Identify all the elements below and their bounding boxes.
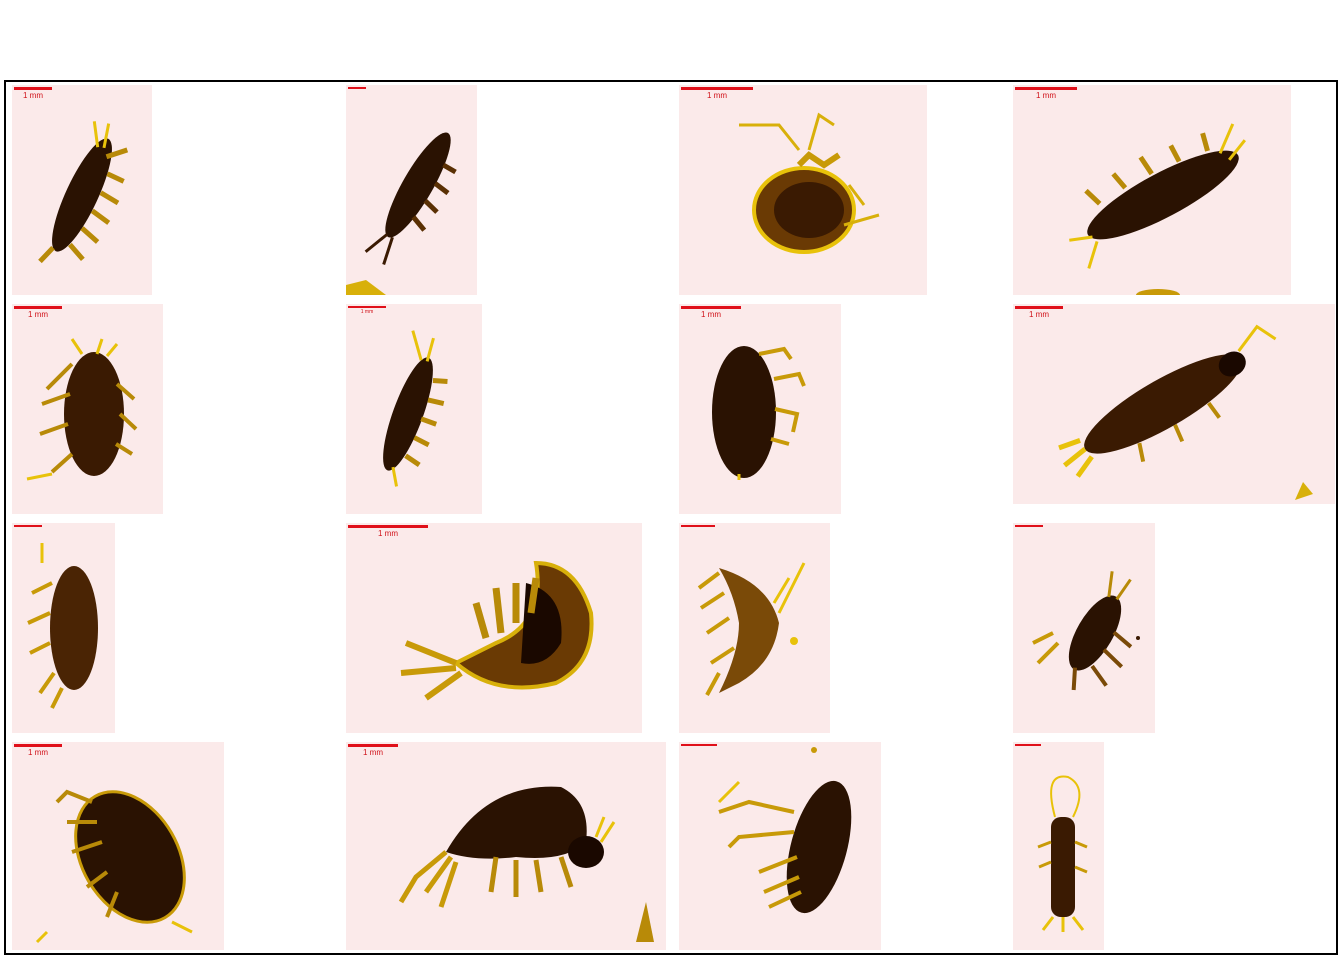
- specimen-tile-5: 1 mm: [12, 304, 163, 514]
- specimen-tile-1: 1 mm: [12, 85, 152, 295]
- specimen-tile-12: [1013, 523, 1155, 733]
- specimen-image: [346, 132, 457, 295]
- scale-bar: 1 mm: [1015, 87, 1077, 100]
- scale-bar: 1 mm: [681, 306, 741, 319]
- specimen-tile-9: [12, 523, 115, 733]
- specimen-image: [697, 562, 806, 696]
- scale-bar: [14, 525, 42, 528]
- specimen-tile-13: 1 mm: [12, 742, 224, 950]
- scale-bar: 1 mm: [14, 744, 62, 757]
- scale-bar: 1 mm: [681, 87, 753, 100]
- specimen-tile-4: 1 mm: [1013, 85, 1291, 295]
- scale-bar: 1 mm: [348, 744, 398, 757]
- scale-bar: [1015, 744, 1041, 747]
- specimen-image: [1032, 571, 1140, 691]
- specimen-image: [1069, 123, 1247, 295]
- specimen-image: [717, 747, 852, 914]
- scale-bar: 1 mm: [14, 87, 52, 100]
- specimen-image: [26, 338, 138, 481]
- scale-bar: 1 mm: [1015, 306, 1063, 319]
- scale-bar: [348, 87, 366, 90]
- specimen-tile-10: 1 mm: [346, 523, 642, 733]
- specimen-image: [398, 786, 654, 942]
- specimen-image: [739, 112, 880, 254]
- specimen-tile-2: [346, 85, 477, 295]
- specimen-image: [400, 560, 594, 701]
- specimen-tile-7: 1 mm: [679, 304, 841, 514]
- scale-bar: 1 mm: [348, 525, 428, 538]
- specimen-image: [1058, 324, 1313, 500]
- scale-bar: [681, 744, 717, 747]
- specimen-tile-15: [679, 742, 881, 950]
- scale-bar: [1015, 525, 1043, 528]
- specimen-tile-11: [679, 523, 830, 733]
- specimen-image: [27, 543, 98, 709]
- scale-bar: 1 mm: [14, 306, 62, 319]
- specimen-image: [1037, 775, 1088, 932]
- specimen-image: [38, 121, 129, 264]
- specimen-tile-6: 1 mm: [346, 304, 482, 514]
- specimen-tile-14: 1 mm: [346, 742, 666, 950]
- specimen-image: [383, 330, 448, 487]
- scale-bar: 1 mm: [348, 306, 386, 315]
- specimen-tile-8: 1 mm: [1013, 304, 1335, 504]
- specimen-image: [712, 346, 806, 480]
- scale-bar: [681, 525, 715, 528]
- specimen-tile-3: 1 mm: [679, 85, 927, 295]
- specimen-tile-16: [1013, 742, 1104, 950]
- image-grid-frame: 1 mm 1 mm 1: [4, 80, 1338, 955]
- specimen-image: [35, 789, 193, 944]
